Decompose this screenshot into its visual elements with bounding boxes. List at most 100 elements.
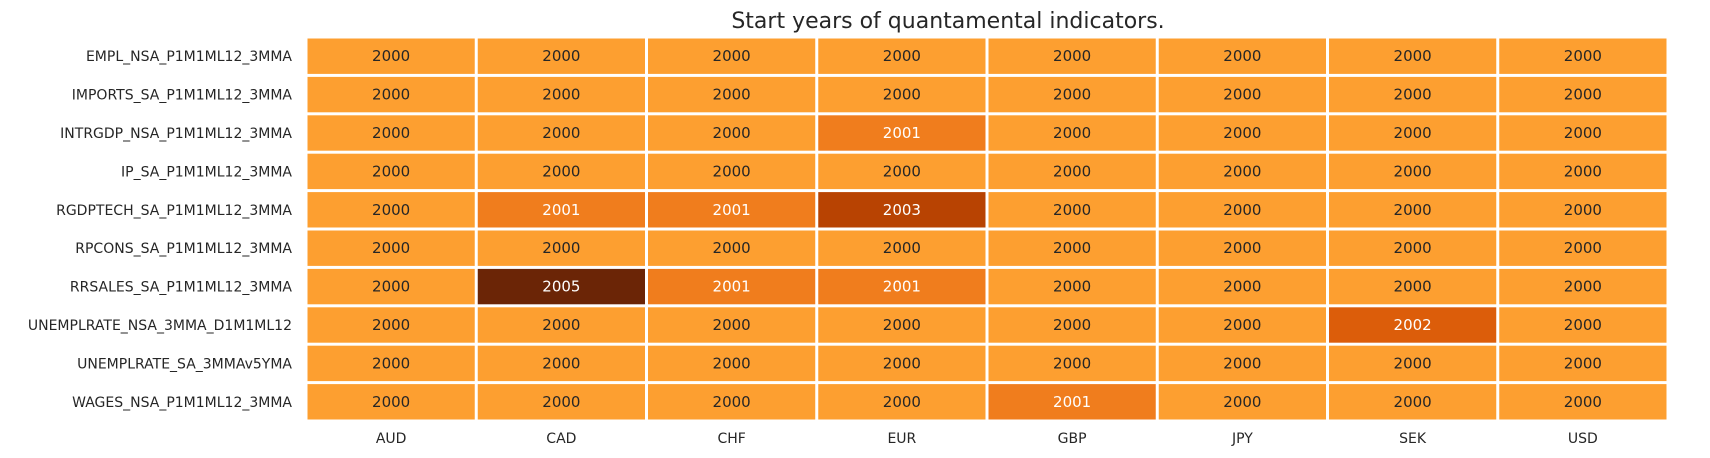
cell-value-label: 2000 bbox=[1053, 316, 1091, 334]
heatmap-cell bbox=[648, 345, 816, 382]
heatmap-cell bbox=[818, 192, 986, 228]
cell-value-label: 2001 bbox=[713, 201, 751, 219]
heatmap-cell bbox=[1158, 38, 1326, 74]
heatmap-cell bbox=[1158, 307, 1326, 343]
heatmap-cell bbox=[988, 115, 1156, 151]
heatmap-cell bbox=[1499, 153, 1667, 190]
cell-value-label: 2000 bbox=[1564, 86, 1602, 104]
cell-value-label: 2000 bbox=[1564, 393, 1602, 411]
cell-value-label: 2000 bbox=[372, 239, 410, 257]
column-tick-label: GBP bbox=[1058, 431, 1087, 447]
column-tick-label: USD bbox=[1568, 431, 1598, 447]
heatmap-cell bbox=[1158, 192, 1326, 228]
cell-value-label: 2000 bbox=[713, 86, 751, 104]
heatmap-cell bbox=[648, 38, 816, 74]
cell-value-label: 2000 bbox=[713, 316, 751, 334]
heatmap-cell bbox=[307, 153, 475, 190]
cell-value-label: 2000 bbox=[1394, 47, 1432, 65]
heatmap-cell bbox=[307, 384, 475, 420]
row-tick-label: UNEMPLRATE_NSA_3MMA_D1M1ML12 bbox=[28, 318, 292, 334]
cell-value-label: 2000 bbox=[883, 162, 921, 180]
cell-value-label: 2000 bbox=[883, 239, 921, 257]
cell-value-label: 2000 bbox=[1053, 201, 1091, 219]
cell-value-label: 2000 bbox=[1564, 47, 1602, 65]
heatmap-cell bbox=[648, 153, 816, 190]
heatmap-cell bbox=[818, 345, 986, 382]
heatmap-cell bbox=[477, 192, 645, 228]
cell-value-label: 2000 bbox=[1394, 354, 1432, 372]
row-tick-label: IMPORTS_SA_P1M1ML12_3MMA bbox=[72, 88, 293, 104]
cell-value-label: 2000 bbox=[883, 393, 921, 411]
heatmap-cell bbox=[477, 76, 645, 113]
chart-title: Start years of quantamental indicators. bbox=[731, 9, 1164, 34]
heatmap-cell bbox=[477, 38, 645, 74]
cell-value-label: 2000 bbox=[1564, 278, 1602, 296]
cell-value-label: 2000 bbox=[372, 201, 410, 219]
heatmap-cell bbox=[307, 76, 475, 113]
column-tick-label: CAD bbox=[546, 431, 576, 447]
heatmap-cell bbox=[818, 115, 986, 151]
cell-value-label: 2000 bbox=[372, 162, 410, 180]
cell-value-label: 2000 bbox=[1053, 47, 1091, 65]
cell-value-label: 2000 bbox=[1223, 47, 1261, 65]
cell-value-label: 2000 bbox=[542, 239, 580, 257]
cell-value-label: 2000 bbox=[1223, 354, 1261, 372]
cell-value-label: 2000 bbox=[542, 162, 580, 180]
heatmap-cell bbox=[1499, 307, 1667, 343]
cell-value-label: 2000 bbox=[1394, 86, 1432, 104]
cell-value-label: 2000 bbox=[1053, 239, 1091, 257]
heatmap-cell bbox=[988, 307, 1156, 343]
heatmap-cell bbox=[818, 268, 986, 305]
heatmap-cell bbox=[818, 384, 986, 420]
heatmap-cell bbox=[1329, 307, 1497, 343]
column-tick-label: JPY bbox=[1231, 431, 1253, 447]
heatmap-cell bbox=[477, 345, 645, 382]
cell-value-label: 2000 bbox=[1394, 393, 1432, 411]
heatmap-cell bbox=[988, 384, 1156, 420]
heatmap-cell bbox=[1158, 345, 1326, 382]
heatmap-cell bbox=[307, 345, 475, 382]
heatmap-cell bbox=[988, 153, 1156, 190]
cell-value-label: 2000 bbox=[1564, 162, 1602, 180]
cell-value-label: 2000 bbox=[1564, 239, 1602, 257]
heatmap-cell bbox=[1329, 192, 1497, 228]
column-tick-label: EUR bbox=[887, 431, 916, 447]
cell-value-label: 2000 bbox=[883, 354, 921, 372]
heatmap-cell bbox=[818, 230, 986, 266]
cell-value-label: 2000 bbox=[542, 124, 580, 142]
heatmap-cell bbox=[307, 192, 475, 228]
column-tick-label: AUD bbox=[376, 431, 407, 447]
cell-value-label: 2000 bbox=[1394, 278, 1432, 296]
cell-value-label: 2000 bbox=[372, 124, 410, 142]
heatmap-cell bbox=[307, 307, 475, 343]
cell-value-label: 2000 bbox=[542, 354, 580, 372]
heatmap-cell bbox=[307, 230, 475, 266]
cell-value-label: 2000 bbox=[1394, 201, 1432, 219]
heatmap-cell bbox=[1158, 115, 1326, 151]
heatmap-cell bbox=[1158, 268, 1326, 305]
heatmap-cell bbox=[1499, 115, 1667, 151]
heatmap-cell bbox=[1158, 76, 1326, 113]
cell-value-label: 2001 bbox=[883, 278, 921, 296]
heatmap-cell bbox=[1158, 230, 1326, 266]
cell-value-label: 2000 bbox=[1223, 393, 1261, 411]
cell-value-label: 2000 bbox=[883, 86, 921, 104]
heatmap-cell bbox=[307, 38, 475, 74]
cell-value-label: 2000 bbox=[1053, 124, 1091, 142]
cell-value-label: 2000 bbox=[713, 393, 751, 411]
row-tick-label: RGDPTECH_SA_P1M1ML12_3MMA bbox=[56, 203, 292, 219]
cell-value-label: 2000 bbox=[713, 162, 751, 180]
heatmap-cell bbox=[1329, 384, 1497, 420]
row-tick-label: RRSALES_SA_P1M1ML12_3MMA bbox=[70, 280, 293, 296]
cell-value-label: 2000 bbox=[1053, 162, 1091, 180]
cell-value-label: 2000 bbox=[713, 354, 751, 372]
heatmap-cell bbox=[1499, 268, 1667, 305]
heatmap-cell bbox=[818, 38, 986, 74]
cell-value-label: 2000 bbox=[1564, 354, 1602, 372]
cell-value-label: 2003 bbox=[883, 201, 921, 219]
column-tick-label: SEK bbox=[1399, 431, 1427, 447]
cell-value-label: 2000 bbox=[1223, 239, 1261, 257]
heatmap-cell bbox=[477, 230, 645, 266]
heatmap-cell bbox=[648, 307, 816, 343]
